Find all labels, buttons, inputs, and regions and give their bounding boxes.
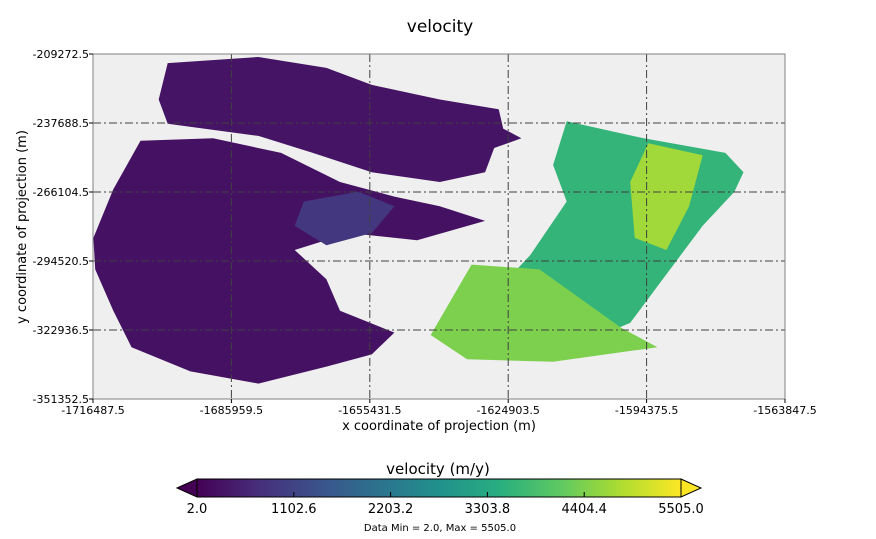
- colorbar: [196, 478, 682, 498]
- colorbar-tick-label: 2.0: [187, 502, 208, 517]
- y-axis-label: y coordinate of projection (m): [15, 130, 30, 324]
- y-tick-label: -237688.5: [33, 117, 89, 130]
- colorbar-label: velocity (m/y): [386, 460, 490, 478]
- y-ticks: -209272.5 -237688.5 -266104.5 -294520.5 -322…: [33, 48, 93, 406]
- x-tick-label: -1685959.5: [200, 404, 263, 417]
- y-tick-label: -351352.5: [33, 393, 89, 406]
- data-range-note: Data Min = 2.0, Max = 5505.0: [364, 523, 516, 534]
- colorbar-tick-label: 4404.4: [561, 502, 607, 517]
- y-tick-label: -294520.5: [33, 255, 89, 268]
- chart-title: velocity: [407, 17, 473, 37]
- velocity-region-slow-north-west: [158, 57, 522, 182]
- colorbar-extend-min: [175, 478, 198, 498]
- colorbar-tick-label: 1102.6: [271, 502, 317, 517]
- velocity-region-fast-glacier-fingers: [430, 264, 658, 362]
- x-tick-label: -1716487.5: [61, 404, 124, 417]
- y-tick-label: -266104.5: [33, 186, 89, 199]
- y-tick-label: -209272.5: [33, 48, 89, 61]
- x-tick-label: -1563847.5: [753, 404, 816, 417]
- grid-lines: [93, 54, 785, 399]
- x-ticks: -1716487.5 -1685959.5 -1655431.5 -1624903.5…: [61, 399, 817, 417]
- colorbar-tick-label: 5505.0: [658, 502, 704, 517]
- colorbar-extend-max: [680, 478, 703, 498]
- x-tick-label: -1594375.5: [615, 404, 678, 417]
- plot-frame: [92, 53, 786, 400]
- x-axis-label: x coordinate of projection (m): [342, 419, 536, 434]
- colorbar-tick-label: 3303.8: [465, 502, 511, 517]
- y-tick-label: -322936.5: [33, 324, 89, 337]
- x-tick-label: -1655431.5: [338, 404, 401, 417]
- velocity-region-fast-core: [630, 143, 703, 250]
- colorbar-ticks: 2.0 1102.6 2203.2 3303.8 4404.4 5505.0: [187, 492, 704, 517]
- colorbar-tick-label: 2203.2: [368, 502, 414, 517]
- x-tick-label: -1624903.5: [476, 404, 539, 417]
